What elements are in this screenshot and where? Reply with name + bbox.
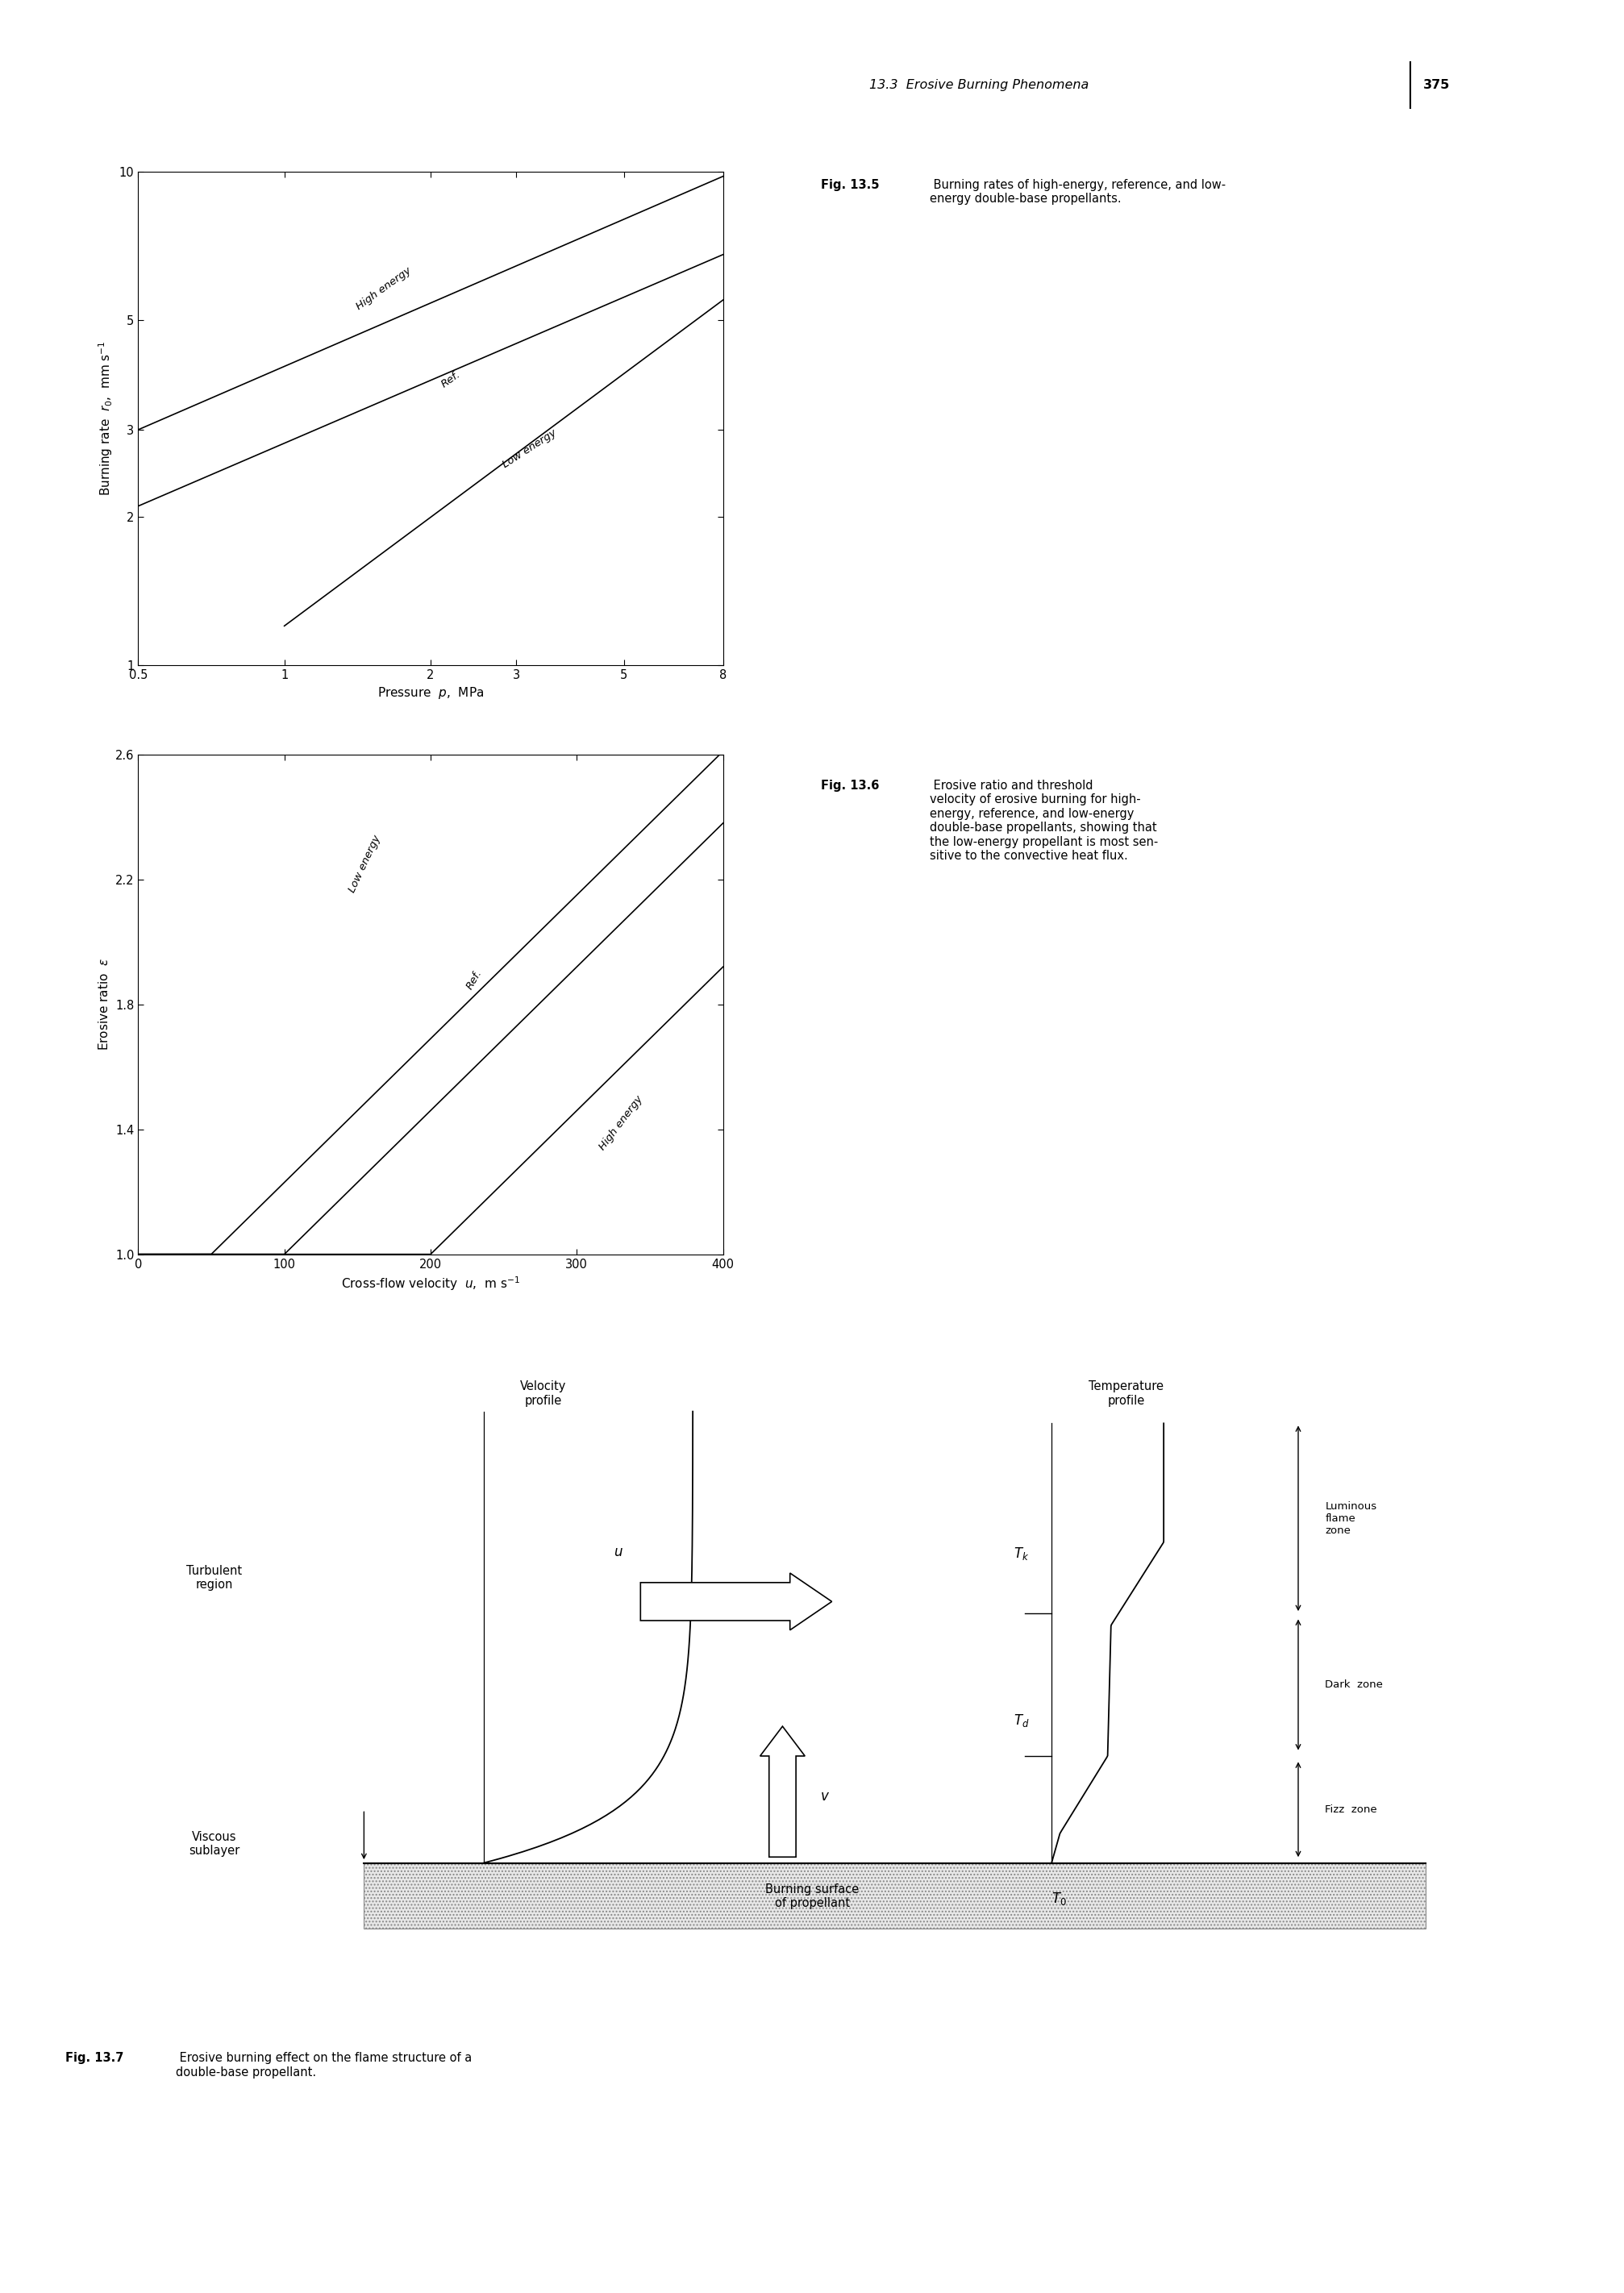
Text: Erosive ratio and threshold
velocity of erosive burning for high-
energy, refere: Erosive ratio and threshold velocity of … xyxy=(929,780,1158,862)
X-axis label: Cross-flow velocity  $u$,  m s$^{-1}$: Cross-flow velocity $u$, m s$^{-1}$ xyxy=(341,1275,520,1293)
Text: Fig. 13.5: Fig. 13.5 xyxy=(820,179,879,190)
Text: Fig. 13.7: Fig. 13.7 xyxy=(65,2052,123,2064)
Text: Burning surface
of propellant: Burning surface of propellant xyxy=(765,1883,859,1910)
Text: Burning rates of high-energy, reference, and low-
energy double-base propellants: Burning rates of high-energy, reference,… xyxy=(929,179,1224,204)
Text: 13.3  Erosive Burning Phenomena: 13.3 Erosive Burning Phenomena xyxy=(869,78,1088,92)
Text: $v$: $v$ xyxy=(820,1789,830,1805)
Text: 375: 375 xyxy=(1423,78,1450,92)
Text: Fizz  zone: Fizz zone xyxy=(1325,1805,1377,1814)
Text: Ref.: Ref. xyxy=(438,369,461,390)
Text: Low energy: Low energy xyxy=(348,832,382,894)
Text: $u$: $u$ xyxy=(612,1545,622,1559)
Text: Dark  zone: Dark zone xyxy=(1325,1678,1382,1690)
Text: High energy: High energy xyxy=(596,1094,645,1153)
Text: Velocity
profile: Velocity profile xyxy=(520,1380,567,1406)
Text: Low energy: Low energy xyxy=(500,426,559,470)
Text: Viscous
sublayer: Viscous sublayer xyxy=(188,1830,240,1857)
Y-axis label: Burning rate  $r_0$,  mm s$^{-1}$: Burning rate $r_0$, mm s$^{-1}$ xyxy=(97,342,115,495)
Bar xyxy=(364,1862,1424,1928)
Text: Ref.: Ref. xyxy=(464,968,484,991)
Text: Fig. 13.6: Fig. 13.6 xyxy=(820,780,879,791)
Text: High energy: High energy xyxy=(354,266,412,312)
Text: $T_d$: $T_d$ xyxy=(1013,1713,1028,1729)
Text: Erosive burning effect on the flame structure of a
double-base propellant.: Erosive burning effect on the flame stru… xyxy=(175,2052,471,2077)
Y-axis label: Erosive ratio  $\varepsilon$: Erosive ratio $\varepsilon$ xyxy=(97,958,110,1050)
FancyArrow shape xyxy=(640,1573,831,1630)
FancyArrow shape xyxy=(760,1727,804,1857)
Text: $T_0$: $T_0$ xyxy=(1051,1889,1065,1908)
Text: Luminous
flame
zone: Luminous flame zone xyxy=(1325,1502,1376,1536)
X-axis label: Pressure  $p$,  MPa: Pressure $p$, MPa xyxy=(377,686,484,702)
Text: Temperature
profile: Temperature profile xyxy=(1088,1380,1163,1406)
Text: Turbulent
region: Turbulent region xyxy=(187,1564,242,1591)
Text: $T_k$: $T_k$ xyxy=(1013,1545,1028,1562)
